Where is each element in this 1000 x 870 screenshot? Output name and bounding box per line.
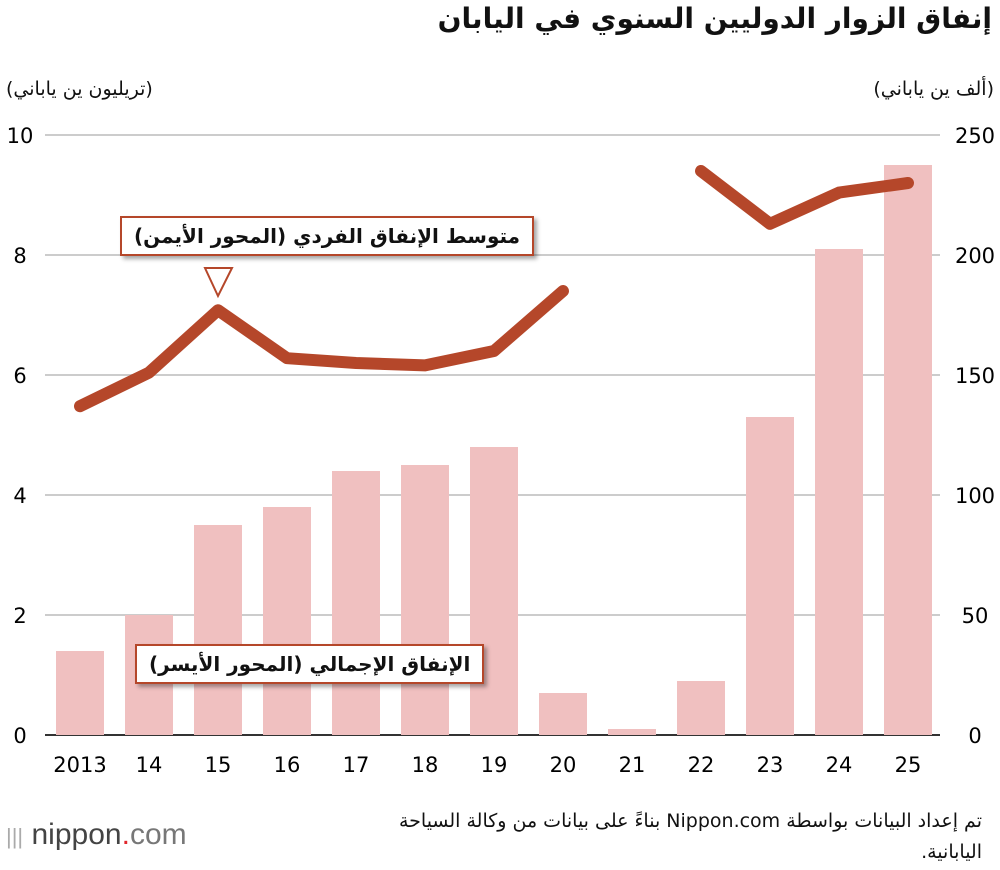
right-tick-label: 250: [955, 124, 995, 148]
bar: [56, 651, 104, 735]
left-tick-label: 4: [13, 484, 26, 508]
line-series: [695, 165, 914, 230]
right-tick-label: 0: [968, 724, 981, 748]
source-note: تم إعداد البيانات بواسطة Nippon.com بناء…: [398, 810, 982, 863]
left-tick-label: 8: [13, 244, 26, 268]
bar: [539, 693, 587, 735]
x-tick-label: 21: [619, 753, 646, 777]
x-tick-label: 25: [895, 753, 922, 777]
x-tick-label: 18: [412, 753, 439, 777]
x-tick-label: 15: [205, 753, 232, 777]
x-tick-label: 19: [481, 753, 508, 777]
x-tick-label: 20: [550, 753, 577, 777]
right-tick-label: 200: [955, 244, 995, 268]
left-axis-label: (تريليون ين ياباني): [6, 78, 153, 100]
left-tick-label: 2: [13, 604, 26, 628]
bar: [401, 465, 449, 735]
x-tick-label: 22: [688, 753, 715, 777]
bar: [194, 525, 242, 735]
bar: [332, 471, 380, 735]
bar: [263, 507, 311, 735]
x-tick-label: 2013: [53, 753, 106, 777]
line-series: [74, 285, 569, 413]
left-tick-label: 10: [7, 124, 34, 148]
bar: [677, 681, 725, 735]
bar: [746, 417, 794, 735]
right-tick-label: 50: [962, 604, 989, 628]
bar: [884, 165, 932, 735]
right-tick-label: 100: [955, 484, 995, 508]
bar: [608, 729, 656, 735]
x-tick-label: 16: [274, 753, 301, 777]
right-axis-label: (ألف ين ياباني): [873, 78, 994, 100]
left-tick-label: 6: [13, 364, 26, 388]
callout-pointer: [203, 267, 234, 299]
bar: [815, 249, 863, 735]
x-tick-label: 23: [757, 753, 784, 777]
bar-series-callout: الإنفاق الإجمالي (المحور الأيسر): [135, 644, 485, 684]
x-tick-label: 17: [343, 753, 370, 777]
nippon-logo: ||| nippon.com: [6, 818, 187, 851]
line-series-callout: متوسط الإنفاق الفردي (المحور الأيمن): [120, 216, 535, 256]
x-tick-label: 14: [136, 753, 163, 777]
bar: [470, 447, 518, 735]
left-tick-label: 0: [13, 724, 26, 748]
x-tick-label: 24: [826, 753, 853, 777]
chart-title: إنفاق الزوار الدوليين السنوي في اليابان: [437, 2, 992, 35]
right-tick-label: 150: [955, 364, 995, 388]
